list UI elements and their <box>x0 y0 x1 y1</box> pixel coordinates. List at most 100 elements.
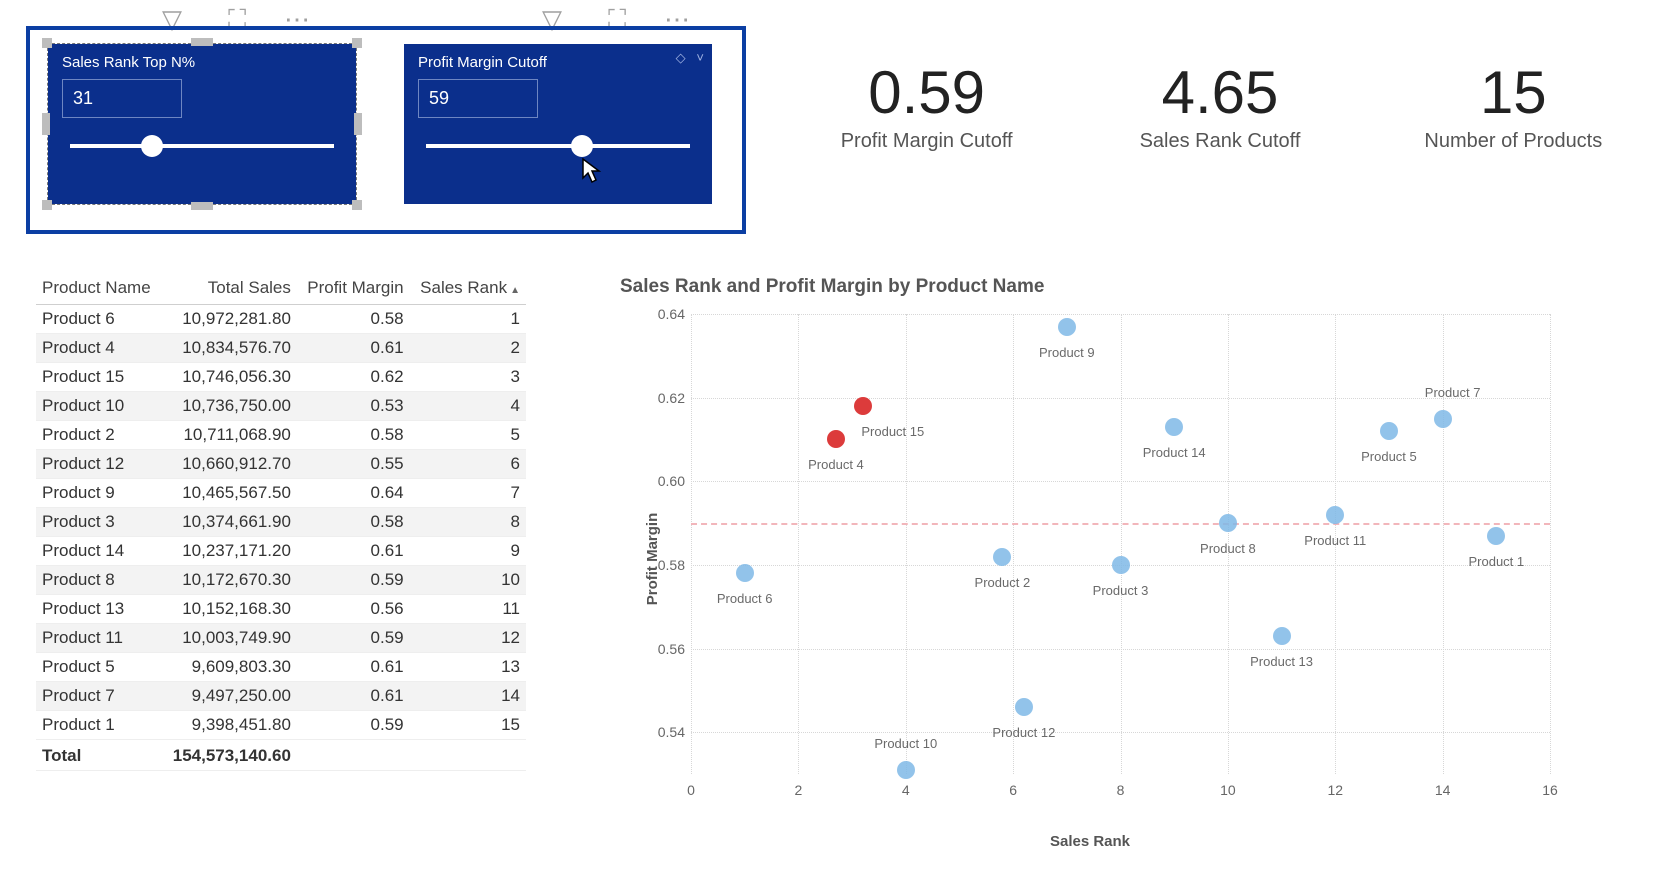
slicer-sales-rank[interactable]: Sales Rank Top N% 31 <box>48 44 356 204</box>
table-row[interactable]: Product 19,398,451.800.5915 <box>36 711 526 740</box>
cell-margin: 0.58 <box>297 508 410 537</box>
cell-name: Product 8 <box>36 566 162 595</box>
table-row[interactable]: Product 59,609,803.300.6113 <box>36 653 526 682</box>
scatter-point[interactable] <box>1165 418 1183 436</box>
plot-area: 02468101214160.540.560.580.600.620.64Pro… <box>690 314 1550 774</box>
cell-margin: 0.61 <box>297 682 410 711</box>
scatter-point[interactable] <box>1434 410 1452 428</box>
table-row[interactable]: Product 1210,660,912.700.556 <box>36 450 526 479</box>
kpi-value: 15 <box>1387 60 1640 126</box>
scatter-label: Product 5 <box>1361 449 1417 464</box>
col-margin[interactable]: Profit Margin <box>297 272 410 305</box>
scatter-point[interactable] <box>1326 506 1344 524</box>
cell-sales: 10,736,750.00 <box>162 392 297 421</box>
scatter-point[interactable] <box>1058 318 1076 336</box>
col-sales[interactable]: Total Sales <box>162 272 297 305</box>
grid-line <box>691 732 1550 733</box>
scatter-label: Product 12 <box>992 725 1055 740</box>
kpi-row: 0.59Profit Margin Cutoff4.65Sales Rank C… <box>800 60 1640 153</box>
table-row[interactable]: Product 210,711,068.900.585 <box>36 421 526 450</box>
scatter-point[interactable] <box>1487 527 1505 545</box>
scatter-point[interactable] <box>736 564 754 582</box>
table-row[interactable]: Product 910,465,567.500.647 <box>36 479 526 508</box>
table-row[interactable]: Product 1010,736,750.000.534 <box>36 392 526 421</box>
slicer-sales-rank-value[interactable]: 31 <box>62 79 182 118</box>
cell-sales: 10,711,068.90 <box>162 421 297 450</box>
table-row[interactable]: Product 1310,152,168.300.5611 <box>36 595 526 624</box>
cell-rank: 13 <box>410 653 526 682</box>
table-row[interactable]: Product 1110,003,749.900.5912 <box>36 624 526 653</box>
grid-line <box>691 481 1550 482</box>
scatter-point[interactable] <box>1015 698 1033 716</box>
cell-margin: 0.55 <box>297 450 410 479</box>
cell-sales: 9,497,250.00 <box>162 682 297 711</box>
cell-margin: 0.61 <box>297 334 410 363</box>
sort-asc-icon: ▲ <box>510 285 520 296</box>
cell-margin: 0.62 <box>297 363 410 392</box>
cell-sales: 10,660,912.70 <box>162 450 297 479</box>
table-row[interactable]: Product 610,972,281.800.581 <box>36 305 526 334</box>
cell-name: Product 10 <box>36 392 162 421</box>
kpi-num_products: 15Number of Products <box>1387 60 1640 153</box>
scatter-point[interactable] <box>827 430 845 448</box>
cell-margin: 0.56 <box>297 595 410 624</box>
scatter-point[interactable] <box>1273 627 1291 645</box>
grid-line <box>798 314 799 774</box>
slicer-sales-rank-track[interactable] <box>70 144 334 148</box>
cell-name: Product 12 <box>36 450 162 479</box>
scatter-point[interactable] <box>1219 514 1237 532</box>
cell-rank: 7 <box>410 479 526 508</box>
cell-margin: 0.61 <box>297 653 410 682</box>
x-axis-label: Sales Rank <box>1050 833 1130 850</box>
table-row[interactable]: Product 410,834,576.700.612 <box>36 334 526 363</box>
table-row[interactable]: Product 310,374,661.900.588 <box>36 508 526 537</box>
cell-margin: 0.58 <box>297 421 410 450</box>
scatter-chart[interactable]: Sales Rank and Profit Margin by Product … <box>620 276 1560 836</box>
table-row[interactable]: Product 79,497,250.000.6114 <box>36 682 526 711</box>
y-tick-label: 0.60 <box>641 473 685 489</box>
cell-margin: 0.59 <box>297 566 410 595</box>
slicer-sales-rank-thumb[interactable] <box>141 135 163 157</box>
slicer-profit-margin-track[interactable] <box>426 144 690 148</box>
scatter-point[interactable] <box>854 397 872 415</box>
cell-sales: 10,374,661.90 <box>162 508 297 537</box>
cell-rank: 14 <box>410 682 526 711</box>
slicer-profit-margin-thumb[interactable] <box>571 135 593 157</box>
scatter-point[interactable] <box>1380 422 1398 440</box>
cell-margin: 0.53 <box>297 392 410 421</box>
table-row[interactable]: Product 1510,746,056.300.623 <box>36 363 526 392</box>
cell-name: Product 11 <box>36 624 162 653</box>
slicer-profit-margin[interactable]: ◇ ˅ Profit Margin Cutoff 59 <box>404 44 712 204</box>
scatter-point[interactable] <box>993 548 1011 566</box>
col-rank[interactable]: Sales Rank▲ <box>410 272 526 305</box>
slicer-header-icons[interactable]: ◇ ˅ <box>676 50 704 66</box>
x-tick-label: 8 <box>1117 782 1125 798</box>
cell-name: Product 1 <box>36 711 162 740</box>
x-tick-label: 6 <box>1009 782 1017 798</box>
cell-rank: 5 <box>410 421 526 450</box>
kpi-label: Sales Rank Cutoff <box>1093 130 1346 153</box>
cell-sales: 10,972,281.80 <box>162 305 297 334</box>
table-row[interactable]: Product 1410,237,171.200.619 <box>36 537 526 566</box>
scatter-point[interactable] <box>1112 556 1130 574</box>
cell-rank: 4 <box>410 392 526 421</box>
scatter-label: Product 14 <box>1143 445 1206 460</box>
table-row[interactable]: Product 810,172,670.300.5910 <box>36 566 526 595</box>
scatter-label: Product 15 <box>861 424 924 439</box>
product-table[interactable]: Product NameTotal SalesProfit MarginSale… <box>36 272 526 771</box>
scatter-point[interactable] <box>897 761 915 779</box>
cell-name: Product 2 <box>36 421 162 450</box>
slicer-profit-margin-value[interactable]: 59 <box>418 79 538 118</box>
y-tick-label: 0.62 <box>641 390 685 406</box>
cell-rank: 6 <box>410 450 526 479</box>
scatter-label: Product 8 <box>1200 541 1256 556</box>
cell-sales: 10,152,168.30 <box>162 595 297 624</box>
cell-margin: 0.58 <box>297 305 410 334</box>
cell-rank: 8 <box>410 508 526 537</box>
scatter-label: Product 11 <box>1304 533 1366 548</box>
x-tick-label: 16 <box>1542 782 1558 798</box>
col-name[interactable]: Product Name <box>36 272 162 305</box>
grid-line <box>691 398 1550 399</box>
kpi-value: 0.59 <box>800 60 1053 126</box>
grid-line <box>691 314 692 774</box>
